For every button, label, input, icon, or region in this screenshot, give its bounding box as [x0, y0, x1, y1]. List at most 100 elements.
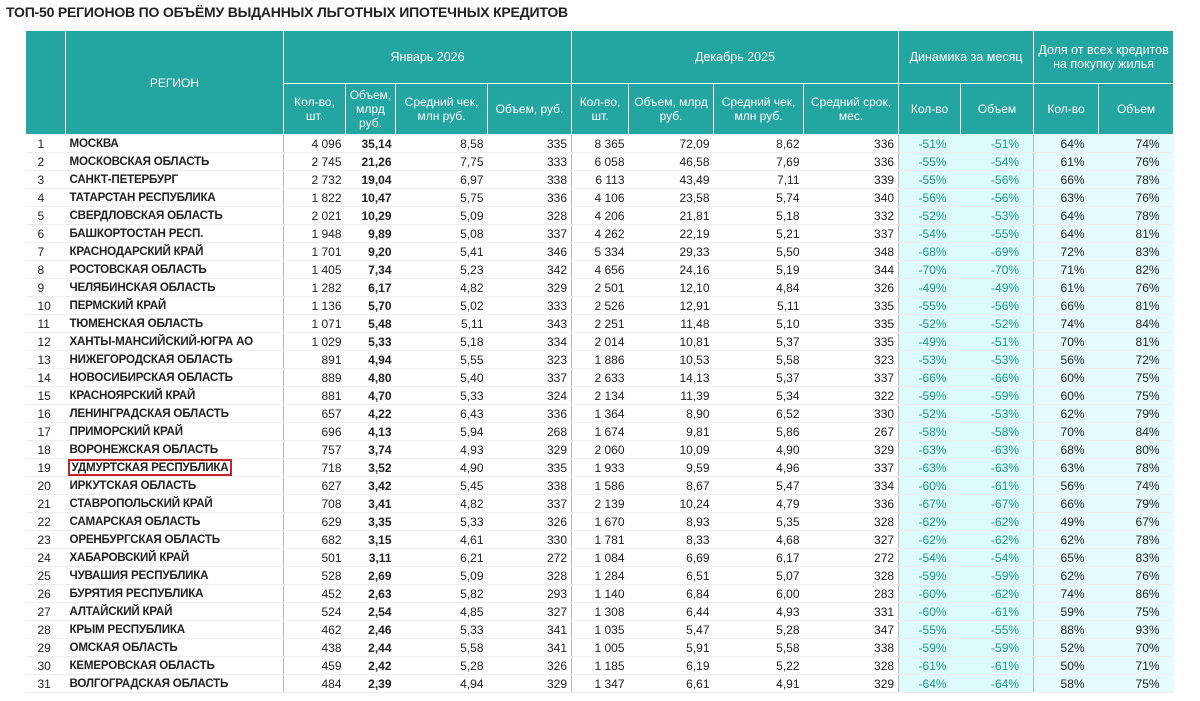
- cell: 4,93: [395, 440, 488, 459]
- cell: -70%: [960, 260, 1034, 279]
- highlighted-region: УДМУРТСКАЯ РЕСПУБЛИКА: [67, 459, 233, 476]
- table-row: 28 КРЫМ РЕСПУБЛИКА 462 2,46 5,33 341 1 035 5,47…: [25, 620, 1174, 639]
- cell: 1 140: [571, 584, 629, 603]
- cell: 696: [283, 422, 346, 441]
- header-cell: Объем: [960, 83, 1035, 135]
- cell: ТЮМЕНСКАЯ ОБЛАСТЬ: [65, 314, 284, 333]
- cell: 4,93: [713, 602, 804, 621]
- cell: 30: [25, 656, 66, 675]
- cell: 1 005: [571, 638, 629, 657]
- cell: 337: [487, 368, 572, 387]
- cell: 4 206: [571, 206, 629, 225]
- cell: -51%: [960, 332, 1034, 351]
- header-cell: Кол-во, шт.: [571, 83, 630, 135]
- cell: 1 405: [283, 260, 346, 279]
- cell: 5,33: [345, 332, 396, 351]
- cell: 328: [803, 656, 899, 675]
- table-row: 25 ЧУВАШИЯ РЕСПУБЛИКА 528 2,69 5,09 328 1 284 6…: [25, 566, 1174, 585]
- cell: 337: [803, 224, 899, 243]
- cell: ПРИМОРСКИЙ КРАЙ: [65, 422, 284, 441]
- cell: 2 732: [283, 170, 346, 189]
- table-row: 29 ОМСКАЯ ОБЛАСТЬ 438 2,44 5,58 341 1 005 5,91 5…: [25, 638, 1174, 657]
- cell: 80%: [1098, 440, 1174, 459]
- cell: 334: [487, 332, 572, 351]
- cell: 5,28: [713, 620, 804, 639]
- header-group: Январь 2026: [282, 30, 573, 84]
- cell: 5,07: [713, 566, 804, 585]
- cell: 2 139: [571, 494, 629, 513]
- cell: 1 701: [283, 242, 346, 261]
- cell: 338: [803, 638, 899, 657]
- header-cell: Кол-во, шт.: [283, 83, 346, 135]
- cell: 2,63: [345, 584, 396, 603]
- cell: 323: [803, 350, 899, 369]
- cell: -55%: [898, 170, 961, 189]
- cell: -62%: [898, 530, 961, 549]
- cell: 4,68: [713, 530, 804, 549]
- cell: 338: [487, 476, 572, 495]
- cell: -63%: [898, 440, 961, 459]
- cell: 4,90: [395, 458, 488, 477]
- cell: 64%: [1033, 224, 1099, 243]
- cell: КЕМЕРОВСКАЯ ОБЛАСТЬ: [65, 656, 284, 675]
- cell: САМАРСКАЯ ОБЛАСТЬ: [65, 512, 284, 531]
- cell: 76%: [1098, 566, 1174, 585]
- cell: 524: [283, 602, 346, 621]
- cell: -70%: [898, 260, 961, 279]
- cell: 346: [487, 242, 572, 261]
- cell: -62%: [960, 512, 1034, 531]
- cell: 1 029: [283, 332, 346, 351]
- cell: 6,17: [345, 278, 396, 297]
- cell: 629: [283, 512, 346, 531]
- table-row: 21 СТАВРОПОЛЬСКИЙ КРАЙ 708 3,41 4,82 337 2 139…: [25, 494, 1174, 513]
- cell: -63%: [960, 440, 1034, 459]
- cell: 24: [25, 548, 66, 567]
- cell: 1: [25, 134, 66, 153]
- cell: 324: [487, 386, 572, 405]
- cell: 83%: [1098, 548, 1174, 567]
- cell: 4,70: [345, 386, 396, 405]
- cell: 4,94: [395, 674, 488, 693]
- cell: 71%: [1098, 656, 1174, 675]
- cell: 6 058: [571, 152, 629, 171]
- cell: 2,39: [345, 674, 396, 693]
- cell: 5,34: [713, 386, 804, 405]
- cell: -61%: [960, 656, 1034, 675]
- cell: 5,08: [395, 224, 488, 243]
- cell: 49%: [1033, 512, 1099, 531]
- cell: ХАНТЫ-МАНСИЙСКИЙ-ЮГРА АО: [65, 332, 284, 351]
- cell: 81%: [1098, 332, 1174, 351]
- cell: 23: [25, 530, 66, 549]
- cell: -55%: [898, 152, 961, 171]
- cell: 78%: [1098, 206, 1174, 225]
- cell: -52%: [960, 314, 1034, 333]
- cell: -61%: [960, 476, 1034, 495]
- table-row: 19 УДМУРТСКАЯ РЕСПУБЛИКА 718 3,52 4,90 335 1 9…: [25, 458, 1174, 477]
- cell: 328: [803, 512, 899, 531]
- cell: 5,37: [713, 332, 804, 351]
- cell: 5,55: [395, 350, 488, 369]
- header-cell: Объем, руб.: [486, 83, 573, 135]
- cell: 4 262: [571, 224, 629, 243]
- cell: 12,91: [628, 296, 714, 315]
- cell: МОСКОВСКАЯ ОБЛАСТЬ: [65, 152, 284, 171]
- cell: 65%: [1033, 548, 1099, 567]
- cell: 5,18: [395, 332, 488, 351]
- cell: -56%: [960, 188, 1034, 207]
- table-row: 24 ХАБАРОВСКИЙ КРАЙ 501 3,11 6,21 272 1 084 6,6…: [25, 548, 1174, 567]
- cell: 327: [487, 602, 572, 621]
- cell: 334: [803, 476, 899, 495]
- cell: 10: [25, 296, 66, 315]
- table-row: 5 СВЕРДЛОВСКАЯ ОБЛАСТЬ 2 021 10,29 5,09 328 4 …: [25, 206, 1174, 225]
- cell: 2 526: [571, 296, 629, 315]
- cell: 10,09: [628, 440, 714, 459]
- cell: 23,58: [628, 188, 714, 207]
- cell: 11: [25, 314, 66, 333]
- table-row: 13 НИЖЕГОРОДСКАЯ ОБЛАСТЬ 891 4,94 5,55 323 1 8…: [25, 350, 1174, 369]
- cell: -59%: [960, 566, 1034, 585]
- cell: 12: [25, 332, 66, 351]
- cell: 5,58: [713, 350, 804, 369]
- cell: 2,46: [345, 620, 396, 639]
- cell: 2 060: [571, 440, 629, 459]
- cell: 6,69: [628, 548, 714, 567]
